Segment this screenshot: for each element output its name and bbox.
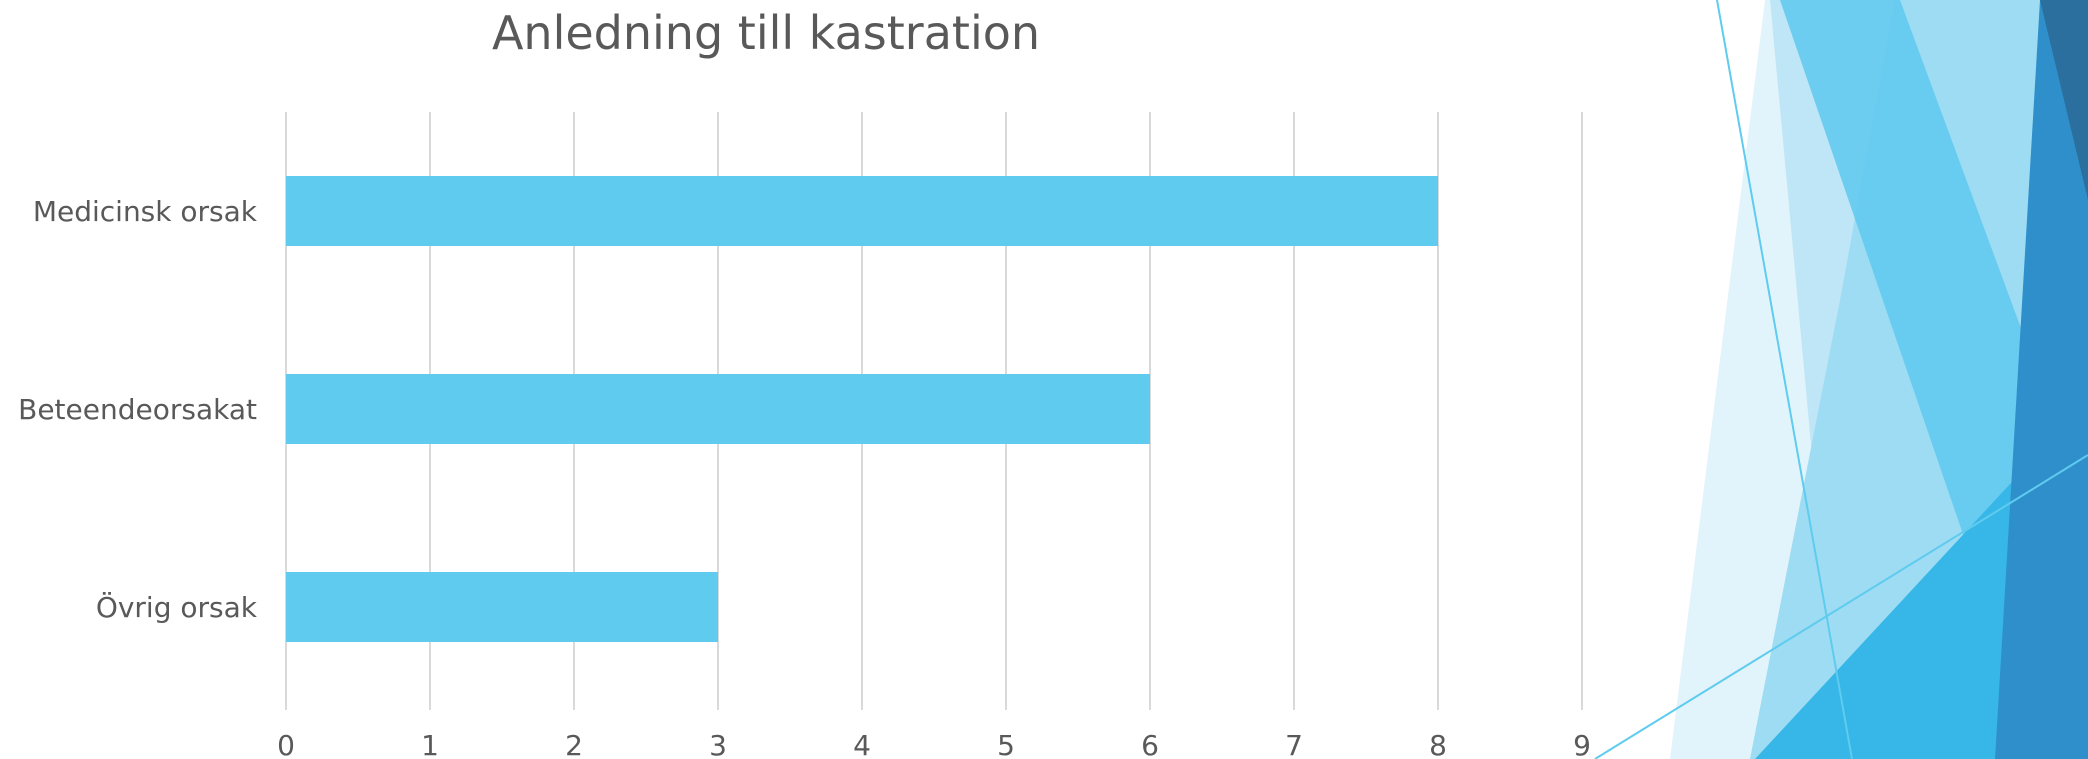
category-label: Övrig orsak: [96, 590, 258, 624]
category-label: Medicinsk orsak: [33, 195, 258, 228]
x-tick-label: 6: [1141, 729, 1159, 759]
decor-line-2: [1594, 454, 2088, 759]
x-tick-label: 2: [565, 729, 583, 759]
bar: [286, 374, 1150, 444]
bar: [286, 572, 718, 642]
x-tick-label: 4: [853, 729, 871, 759]
decor-shape-deep: [1995, 0, 2088, 759]
bar: [286, 176, 1438, 246]
chart-title: Anledning till kastration: [491, 6, 1041, 60]
x-tick-label: 3: [709, 729, 727, 759]
x-tick-label: 1: [421, 729, 439, 759]
x-tick-label: 8: [1429, 729, 1447, 759]
x-tick-label: 0: [277, 729, 295, 759]
x-tick-label: 9: [1573, 729, 1591, 759]
category-label: Beteendeorsakat: [18, 393, 257, 426]
decor-line-1: [1716, 0, 1853, 759]
x-tick-label: 7: [1285, 729, 1303, 759]
decor-shape-darkest: [2040, 0, 2088, 200]
x-tick-label: 5: [997, 729, 1015, 759]
